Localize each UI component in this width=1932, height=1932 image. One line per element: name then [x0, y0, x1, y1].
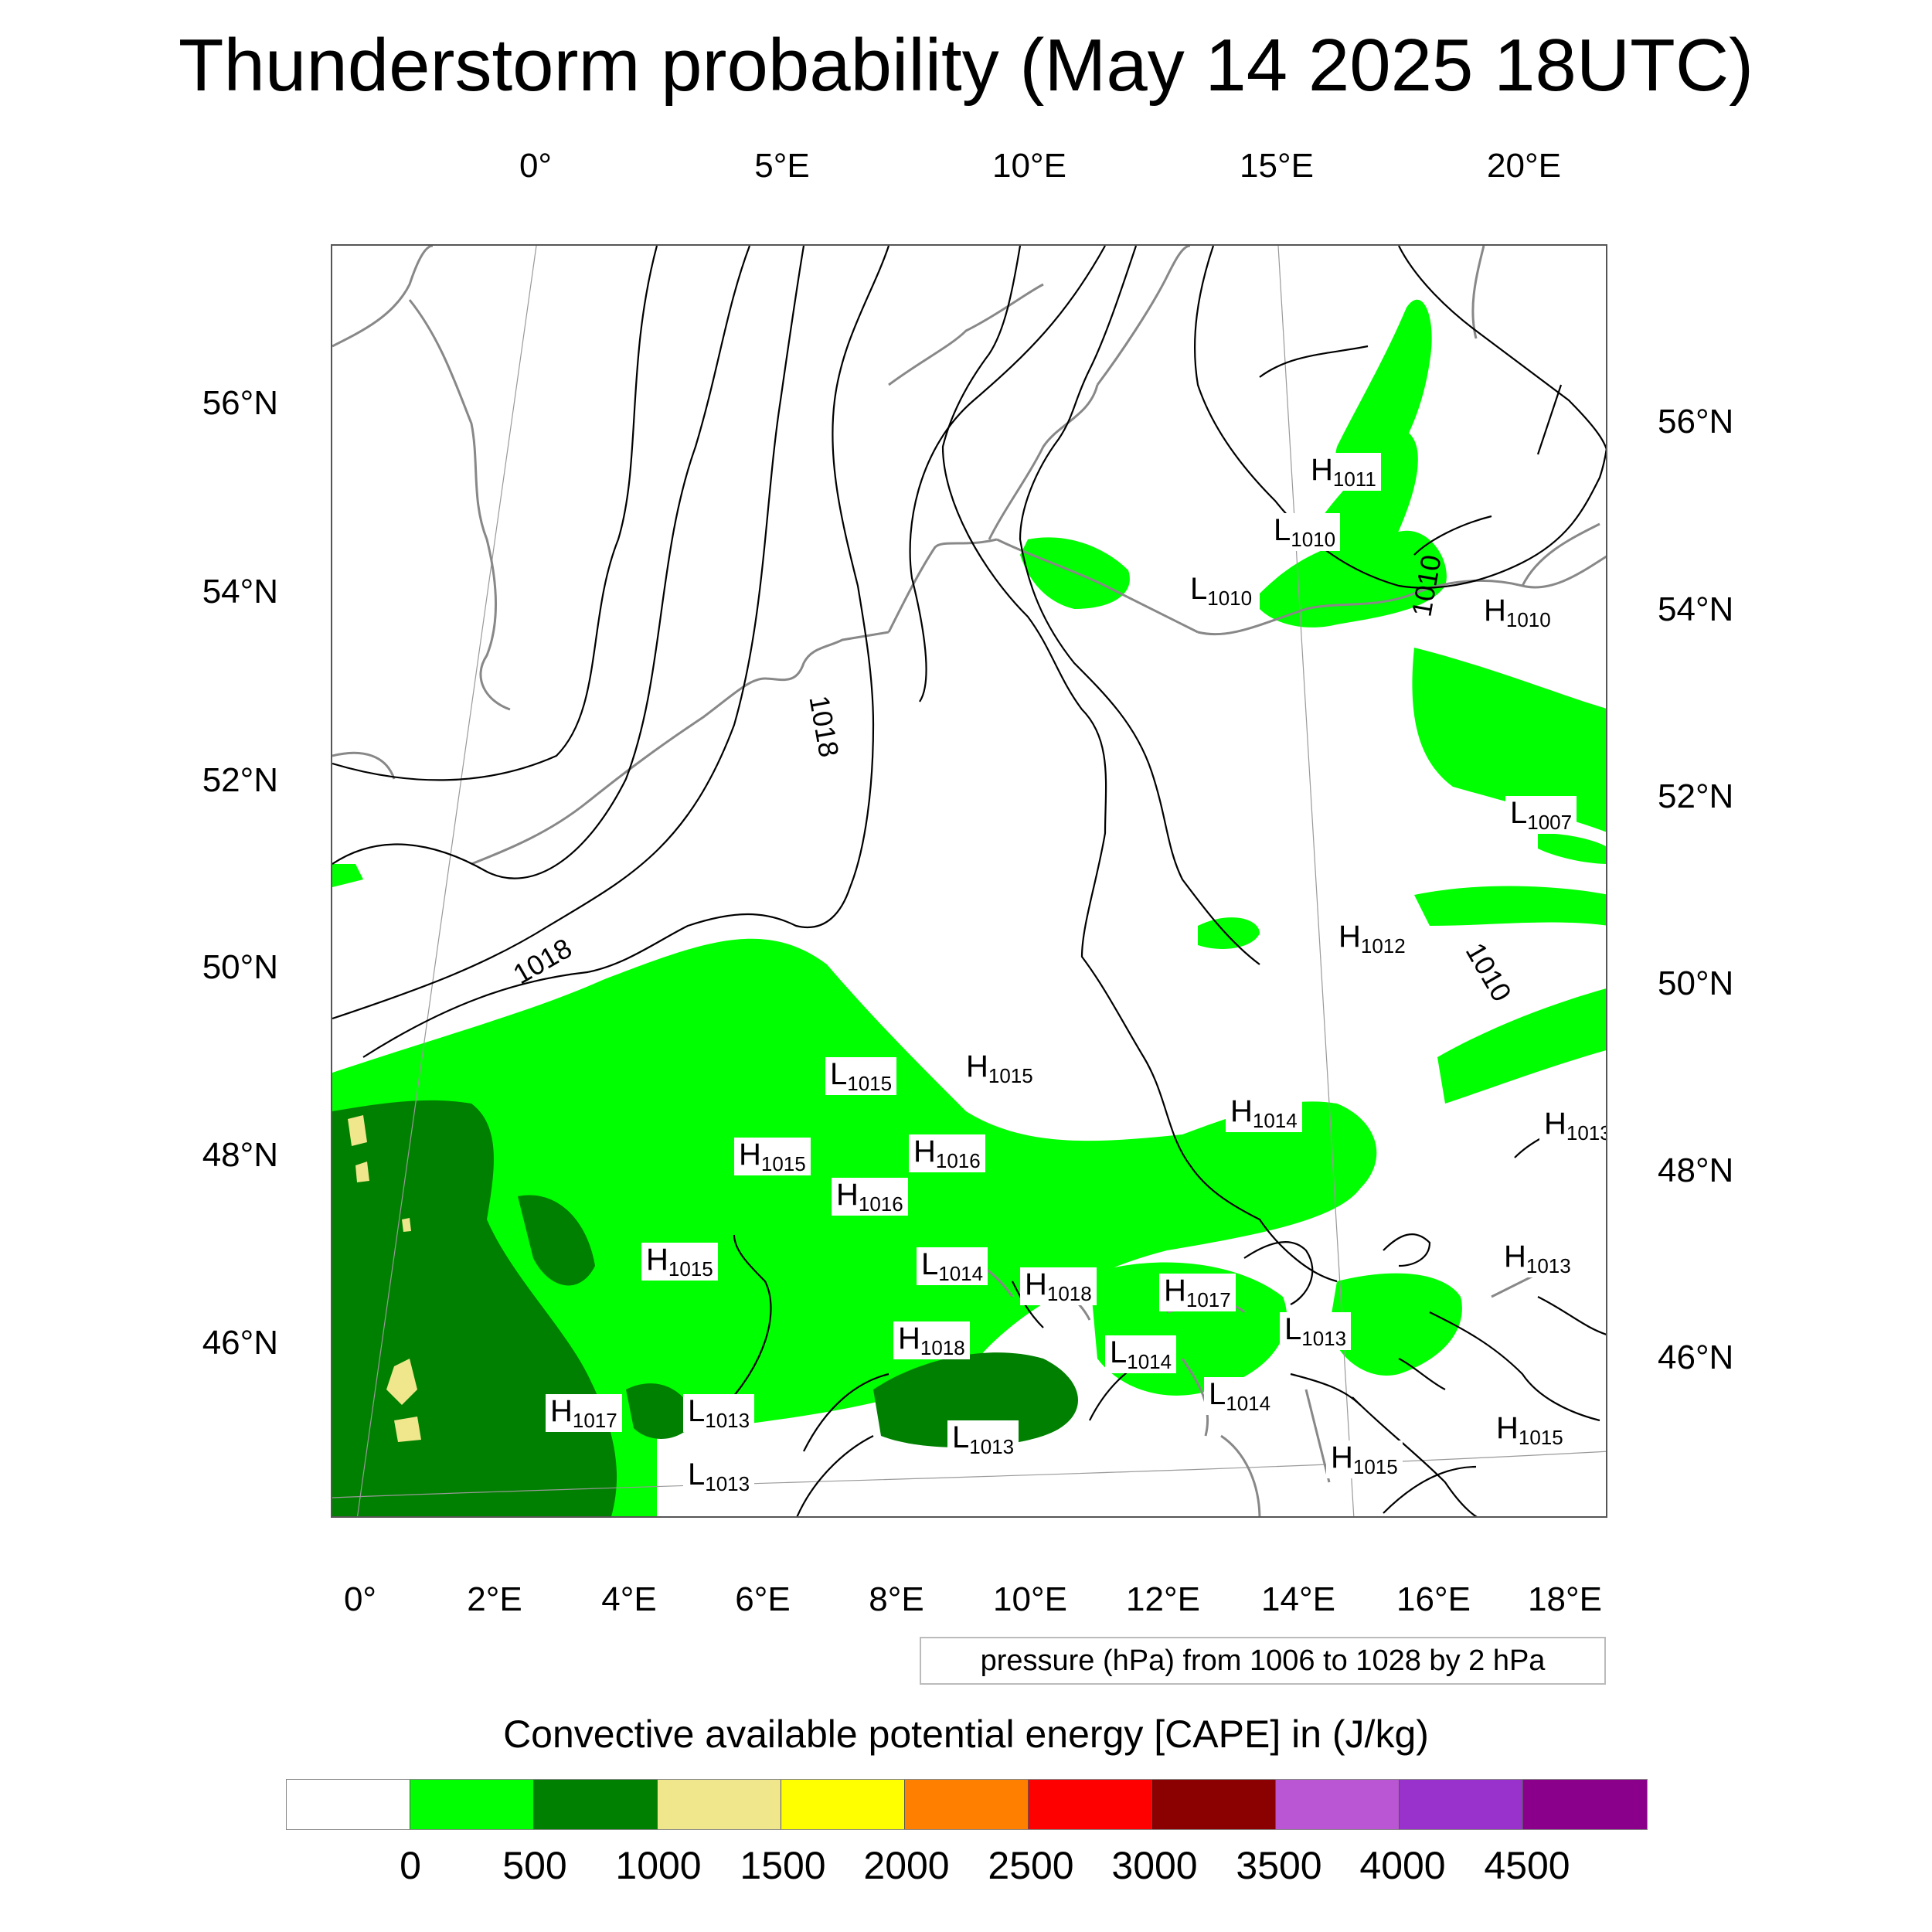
- colorbar-swatch: [410, 1780, 534, 1829]
- pressure-center-label: H1013: [1499, 1240, 1576, 1277]
- pressure-center-label: L1010: [1269, 513, 1341, 551]
- pressure-center-label: H1014: [1226, 1094, 1302, 1132]
- right-axis-label: 52°N: [1658, 777, 1734, 815]
- pressure-center-label: L1014: [917, 1247, 988, 1285]
- pressure-center-label: H1015: [734, 1138, 811, 1175]
- map-panel[interactable]: H1011 L1010 L1010 H1010 L1007 H1012 L101…: [331, 244, 1607, 1518]
- left-axis-label: 56°N: [202, 384, 278, 422]
- coastlines: [332, 246, 1606, 1516]
- bottom-axis-label: 18°E: [1528, 1580, 1602, 1618]
- colorbar-swatch: [658, 1780, 781, 1829]
- pressure-center-label: H1018: [1020, 1267, 1097, 1305]
- pressure-center-label: H1017: [546, 1394, 622, 1432]
- pressure-center-label: H1011: [1306, 453, 1381, 491]
- pressure-center-label: L1015: [825, 1057, 897, 1095]
- colorbar-tick-label: 3000: [1111, 1844, 1198, 1887]
- colorbar-swatch: [905, 1780, 1029, 1829]
- map-title: Thunderstorm probability (May 14 2025 18…: [178, 24, 1754, 107]
- colorbar-swatch: [1400, 1780, 1523, 1829]
- pressure-center-label: H1010: [1479, 594, 1556, 631]
- pressure-center-label: L1007: [1505, 796, 1577, 834]
- colorbar-swatch: [1152, 1780, 1276, 1829]
- colorbar-tick-label: 2500: [988, 1844, 1074, 1887]
- pressure-center-label: L1013: [683, 1394, 755, 1432]
- colorbar-tick-label: 1500: [740, 1844, 826, 1887]
- top-axis-label: 15°E: [1240, 147, 1314, 185]
- colorbar-tick-label: 4000: [1359, 1844, 1446, 1887]
- right-axis-label: 48°N: [1658, 1151, 1734, 1189]
- left-axis-label: 46°N: [202, 1324, 278, 1362]
- colorbar-tick-label: 4500: [1484, 1844, 1570, 1887]
- bottom-axis-label: 6°E: [735, 1580, 791, 1618]
- pressure-center-label: H1018: [893, 1321, 970, 1359]
- top-axis-label: 0°: [519, 147, 553, 185]
- right-axis-label: 56°N: [1658, 403, 1734, 440]
- colorbar-tick-label: 500: [502, 1844, 567, 1887]
- map-canvas: [332, 246, 1606, 1516]
- pressure-center-label: H1016: [909, 1134, 985, 1172]
- colorbar-swatch: [1029, 1780, 1152, 1829]
- colorbar-tick-label: 1000: [615, 1844, 702, 1887]
- pressure-center-label: L1014: [1105, 1335, 1177, 1373]
- pressure-center-label: L1013: [683, 1458, 755, 1495]
- right-axis-label: 46°N: [1658, 1338, 1734, 1376]
- bottom-axis-label: 8°E: [869, 1580, 924, 1618]
- isobars: [332, 246, 1606, 1516]
- colorbar-tick-label: 2000: [863, 1844, 950, 1887]
- pressure-center-label: H1015: [641, 1243, 718, 1281]
- colorbar-tick-label: 3500: [1236, 1844, 1322, 1887]
- bottom-axis-label: 12°E: [1126, 1580, 1200, 1618]
- colorbar-swatch: [781, 1780, 905, 1829]
- bottom-axis-label: 0°: [343, 1580, 377, 1618]
- bottom-axis-label: 14°E: [1261, 1580, 1335, 1618]
- bottom-axis-label: 10°E: [993, 1580, 1067, 1618]
- top-axis-label: 20°E: [1487, 147, 1561, 185]
- colorbar: [286, 1779, 1648, 1830]
- right-axis-label: 54°N: [1658, 590, 1734, 628]
- pressure-center-label: H1016: [832, 1178, 908, 1216]
- pressure-center-label: H1015: [961, 1049, 1038, 1087]
- pressure-center-label: H1012: [1334, 920, 1410, 957]
- colorbar-title: Convective available potential energy [C…: [503, 1713, 1429, 1756]
- top-axis-label: 10°E: [992, 147, 1066, 185]
- pressure-center-label: H1015: [1492, 1411, 1568, 1449]
- graticule: [332, 246, 1606, 1516]
- bottom-axis-label: 16°E: [1396, 1580, 1471, 1618]
- pressure-center-label: L1014: [1204, 1377, 1276, 1415]
- colorbar-swatch: [534, 1780, 658, 1829]
- cape-fill-high: [348, 1115, 421, 1442]
- pressure-center-label: H1015: [1326, 1440, 1403, 1478]
- left-axis-label: 52°N: [202, 761, 278, 799]
- left-axis-label: 48°N: [202, 1136, 278, 1174]
- colorbar-swatch: [287, 1780, 410, 1829]
- pressure-center-label: L1013: [947, 1420, 1019, 1458]
- left-axis-label: 54°N: [202, 573, 278, 611]
- pressure-center-label: H1017: [1159, 1274, 1236, 1311]
- top-axis-label: 5°E: [754, 147, 810, 185]
- colorbar-tick-label: 0: [400, 1844, 421, 1887]
- pressure-center-label: L1013: [1280, 1312, 1352, 1350]
- contour-info-box: pressure (hPa) from 1006 to 1028 by 2 hP…: [920, 1637, 1606, 1685]
- bottom-axis-label: 4°E: [601, 1580, 657, 1618]
- left-axis-label: 50°N: [202, 948, 278, 986]
- colorbar-ticks: 0 500 1000 1500 2000 2500 3000 3500 4000…: [0, 1843, 1932, 1889]
- bottom-axis-label: 2°E: [467, 1580, 522, 1618]
- cape-fill-low: [332, 299, 1606, 1516]
- pressure-center-label: L1010: [1185, 572, 1257, 610]
- pressure-center-label: H1013: [1539, 1107, 1606, 1145]
- colorbar-swatch: [1523, 1780, 1647, 1829]
- colorbar-swatch: [1276, 1780, 1400, 1829]
- right-axis-label: 50°N: [1658, 964, 1734, 1002]
